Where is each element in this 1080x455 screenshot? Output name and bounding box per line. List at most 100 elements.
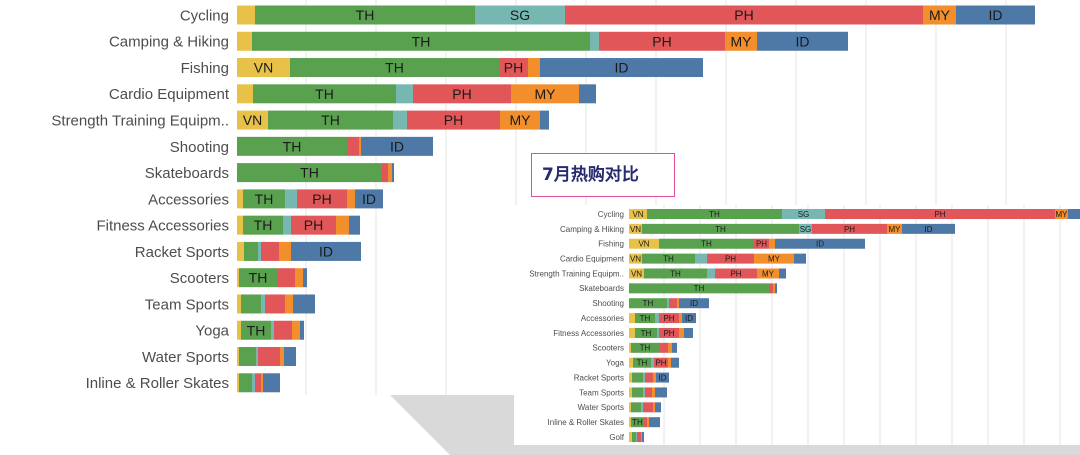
bar-segment-id <box>779 268 786 279</box>
bar-segment-id <box>656 372 669 383</box>
bar-segment-my <box>754 253 794 264</box>
category-label: Yoga <box>195 323 229 340</box>
bar-segment-id <box>284 347 296 367</box>
bar-segment-th <box>252 31 590 51</box>
category-label: Shooting <box>592 299 624 308</box>
segment-label: TH <box>640 344 651 353</box>
bar-segment-th <box>633 357 651 368</box>
bar-segment-th <box>631 342 659 353</box>
bar-segment-id <box>757 31 848 51</box>
bar-segment-vn <box>629 402 631 413</box>
bar-segment-th <box>632 432 636 443</box>
bar-segment-sg <box>252 373 255 393</box>
bar-segment-my <box>388 163 392 183</box>
bar-segment-th <box>239 268 277 288</box>
segment-label: PH <box>452 86 471 102</box>
bar-segment-id <box>684 327 693 338</box>
bar-segment-vn <box>237 373 239 393</box>
category-label: Strength Training Equipm.. <box>51 112 229 129</box>
bar-segment-ph <box>258 347 280 367</box>
bar-segment-th <box>644 268 707 279</box>
category-label: Fitness Accessories <box>553 329 624 338</box>
segment-label: ID <box>796 33 810 49</box>
bar-segment-ph <box>769 283 773 294</box>
bar-segment-ph <box>499 58 528 78</box>
bar-segment-id <box>300 320 304 340</box>
bar-segment-ph <box>599 31 725 51</box>
category-label: Accessories <box>148 191 229 208</box>
bar-segment-my <box>769 238 775 249</box>
bar-segment-th <box>632 372 643 383</box>
segment-label: ID <box>685 314 693 323</box>
bar-segment-vn <box>237 110 268 130</box>
bar-segment-th <box>255 5 475 25</box>
bar-segment-th <box>642 253 695 264</box>
segment-label: SG <box>510 7 530 23</box>
bar-segment-id <box>956 5 1035 25</box>
bar-segment-id <box>775 238 865 249</box>
bar-segment-th <box>659 238 754 249</box>
segment-label: PH <box>444 112 463 128</box>
bar-segment-sg <box>256 347 258 367</box>
bar-segment-id <box>775 283 777 294</box>
category-label: Fishing <box>598 240 624 249</box>
bar-segment-ph <box>277 268 295 288</box>
bar-segment-id <box>655 402 661 413</box>
segment-label: ID <box>615 60 629 76</box>
bar-segment-th <box>243 189 285 209</box>
bar-segment-my <box>677 298 679 309</box>
bar-segment-vn <box>629 342 631 353</box>
segment-label: ID <box>362 191 376 207</box>
bar-segment-ph <box>659 313 679 324</box>
bar-segment-ph <box>382 163 388 183</box>
bar-segment-id <box>649 417 660 428</box>
category-label: Camping & Hiking <box>109 34 229 51</box>
bar-segment-my <box>668 357 671 368</box>
segment-label: MY <box>929 7 951 23</box>
bar-segment-vn <box>629 357 633 368</box>
bar-segment-my <box>773 283 775 294</box>
segment-label: VN <box>631 269 642 278</box>
bar-segment-my <box>679 327 684 338</box>
segment-label: TH <box>356 7 375 23</box>
bar-segment-sg <box>695 253 707 264</box>
bar-segment-th <box>243 215 283 235</box>
bar-segment-sg <box>799 223 812 234</box>
bar-segment-my <box>641 432 642 443</box>
segment-label: PH <box>730 269 741 278</box>
bar-segment-id <box>642 432 644 443</box>
segment-label: PH <box>934 210 945 219</box>
category-label: Water Sports <box>142 349 229 366</box>
segment-label: TH <box>643 299 654 308</box>
category-label: Cardio Equipment <box>560 254 625 263</box>
segment-label: TH <box>254 217 273 233</box>
bar-segment-sg <box>261 294 265 314</box>
bar-segment-vn <box>237 189 243 209</box>
segment-label: TH <box>641 329 652 338</box>
bar-segment-my <box>280 347 284 367</box>
bar-segment-id <box>263 373 280 393</box>
bar-segment-vn <box>629 417 631 428</box>
bar-segment-th <box>642 223 799 234</box>
bar-segment-vn <box>629 313 635 324</box>
inset-title: 7月热购对比 <box>531 153 675 197</box>
segment-label: ID <box>319 243 333 259</box>
segment-label: TH <box>247 322 266 338</box>
segment-label: ID <box>925 225 933 234</box>
bar-segment-my <box>336 215 349 235</box>
segment-label: ID <box>989 7 1003 23</box>
bar-segment-my <box>511 84 579 104</box>
segment-label: PH <box>312 191 331 207</box>
segment-label: MY <box>731 33 753 49</box>
segment-label: PH <box>652 33 671 49</box>
bar-segment-vn <box>237 347 239 367</box>
bar-segment-ph <box>255 373 261 393</box>
bar-segment-th <box>647 209 782 219</box>
bar-segment-my <box>647 417 649 428</box>
segment-label: TH <box>412 33 431 49</box>
segment-label: MY <box>762 269 775 278</box>
bar-segment-vn <box>629 372 632 383</box>
bar-segment-th <box>239 347 256 367</box>
bar-segment-vn <box>237 320 241 340</box>
